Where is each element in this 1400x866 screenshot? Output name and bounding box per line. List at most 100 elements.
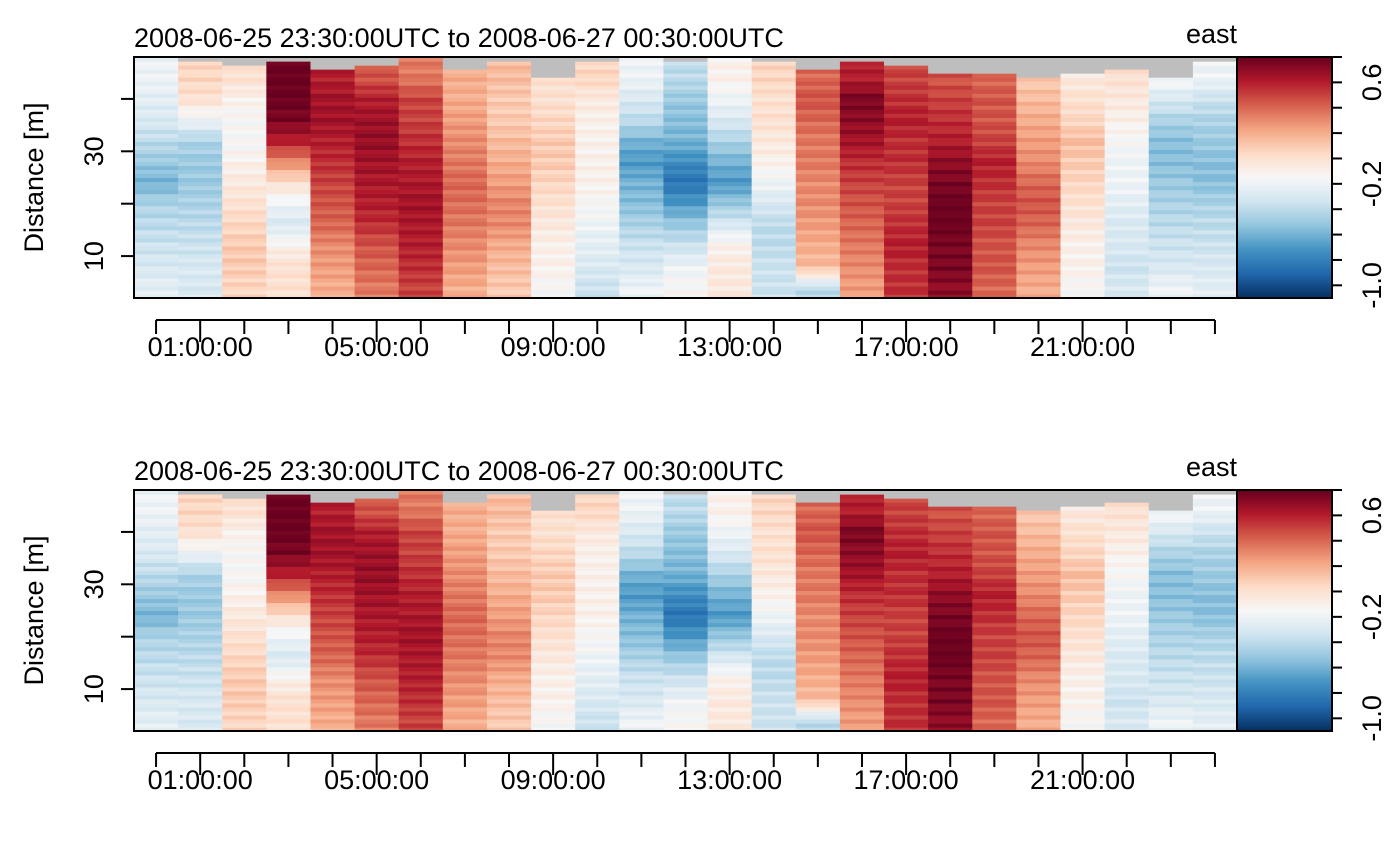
- heatmap-cell: [310, 185, 356, 191]
- heatmap-cell: [222, 285, 267, 291]
- heatmap-cell: [707, 145, 753, 150]
- heatmap-cell: [222, 690, 267, 696]
- heatmap-cell: [619, 97, 665, 102]
- heatmap-cell: [486, 149, 532, 154]
- heatmap-cell: [1148, 169, 1194, 175]
- heatmap-cell: [1148, 93, 1194, 98]
- heatmap-cell: [310, 189, 356, 195]
- heatmap-cell: [1104, 722, 1150, 728]
- heatmap-cell: [795, 622, 841, 628]
- heatmap-cell: [398, 642, 444, 648]
- heatmap-cell: [134, 710, 179, 716]
- heatmap-cell: [575, 113, 620, 118]
- heatmap-cell: [134, 718, 179, 724]
- heatmap-cell: [1148, 522, 1194, 527]
- heatmap-cell: [222, 209, 267, 215]
- heatmap-cell: [266, 181, 312, 187]
- colorbar-segment: [1237, 193, 1332, 197]
- heatmap-cell: [486, 161, 532, 167]
- heatmap-cell: [795, 702, 841, 708]
- heatmap-cell: [1192, 257, 1238, 263]
- heatmap-cell: [972, 165, 1017, 171]
- heatmap-cell: [663, 502, 709, 507]
- heatmap-cell: [884, 205, 929, 211]
- heatmap-cell: [1148, 514, 1194, 519]
- heatmap-cell: [531, 602, 576, 608]
- heatmap-cell: [1104, 502, 1150, 507]
- heatmap-cell: [1060, 125, 1106, 130]
- heatmap-cell: [486, 265, 532, 271]
- heatmap-cell: [1192, 289, 1238, 295]
- heatmap-cell: [266, 157, 312, 163]
- heatmap-cell: [531, 726, 576, 732]
- heatmap-cell: [928, 269, 973, 275]
- heatmap-cell: [1148, 181, 1194, 187]
- colorbar-segment: [1237, 163, 1332, 167]
- heatmap-cell: [266, 586, 312, 592]
- heatmap-cell: [884, 614, 929, 620]
- heatmap-cell: [707, 494, 753, 499]
- heatmap-cell: [619, 85, 665, 90]
- heatmap-cell: [972, 289, 1017, 295]
- colorbar-segment: [1237, 614, 1332, 618]
- colorbar-segment: [1237, 630, 1332, 634]
- colorbar-segment: [1237, 494, 1332, 497]
- heatmap-cell: [663, 201, 709, 207]
- heatmap-cell: [1148, 550, 1194, 555]
- heatmap-cell: [1104, 173, 1150, 179]
- heatmap-cell: [707, 241, 753, 247]
- heatmap-cell: [442, 193, 488, 199]
- heatmap-cell: [1060, 97, 1106, 102]
- heatmap-cell: [1148, 201, 1194, 207]
- heatmap-cell: [398, 562, 444, 567]
- heatmap-cell: [266, 285, 312, 291]
- heatmap-cell: [398, 273, 444, 279]
- heatmap-cell: [1148, 602, 1194, 608]
- colorbar-segment: [1237, 243, 1332, 247]
- heatmap-cell: [972, 233, 1017, 239]
- heatmap-cell: [222, 666, 267, 672]
- heatmap-cell: [928, 494, 973, 499]
- heatmap-cell: [354, 634, 400, 640]
- heatmap-cell: [1192, 694, 1238, 700]
- heatmap-cell: [486, 157, 532, 163]
- heatmap-cell: [486, 221, 532, 227]
- heatmap-cell: [486, 590, 532, 596]
- heatmap-cell: [663, 698, 709, 704]
- heatmap-cell: [1192, 666, 1238, 672]
- heatmap-cell: [1104, 137, 1150, 142]
- heatmap-cell: [1104, 630, 1150, 636]
- heatmap-cell: [972, 526, 1017, 531]
- heatmap-cell: [972, 153, 1017, 159]
- colorbar-segment: [1237, 578, 1332, 581]
- heatmap-cell: [839, 530, 885, 535]
- heatmap-cell: [266, 538, 312, 543]
- heatmap-cell: [972, 502, 1017, 507]
- heatmap-cell: [972, 125, 1017, 130]
- heatmap-cell: [707, 121, 753, 126]
- heatmap-cell: [134, 281, 179, 287]
- heatmap-cell: [575, 514, 620, 519]
- heatmap-cell: [1060, 630, 1106, 636]
- colorbar-segment: [1237, 656, 1332, 660]
- heatmap-cell: [442, 129, 488, 134]
- heatmap-cell: [442, 245, 488, 251]
- heatmap-cell: [575, 494, 620, 499]
- heatmap-cell: [795, 654, 841, 660]
- heatmap-cell: [354, 257, 400, 263]
- colorbar-segment: [1237, 109, 1332, 112]
- heatmap-cell: [1148, 109, 1194, 114]
- heatmap-cell: [1148, 245, 1194, 251]
- y-axis-label: Distance [m]: [19, 102, 49, 252]
- heatmap-cell: [178, 261, 223, 267]
- heatmap-cell: [486, 93, 532, 98]
- heatmap-cell: [1060, 642, 1106, 648]
- heatmap-cell: [884, 678, 929, 684]
- colorbar-segment: [1237, 648, 1332, 652]
- heatmap-cell: [1192, 217, 1238, 223]
- heatmap-cell: [266, 654, 312, 660]
- colorbar-segment: [1237, 592, 1332, 596]
- heatmap-cell: [928, 89, 973, 94]
- heatmap-cell: [1016, 217, 1062, 223]
- heatmap-cell: [619, 185, 665, 191]
